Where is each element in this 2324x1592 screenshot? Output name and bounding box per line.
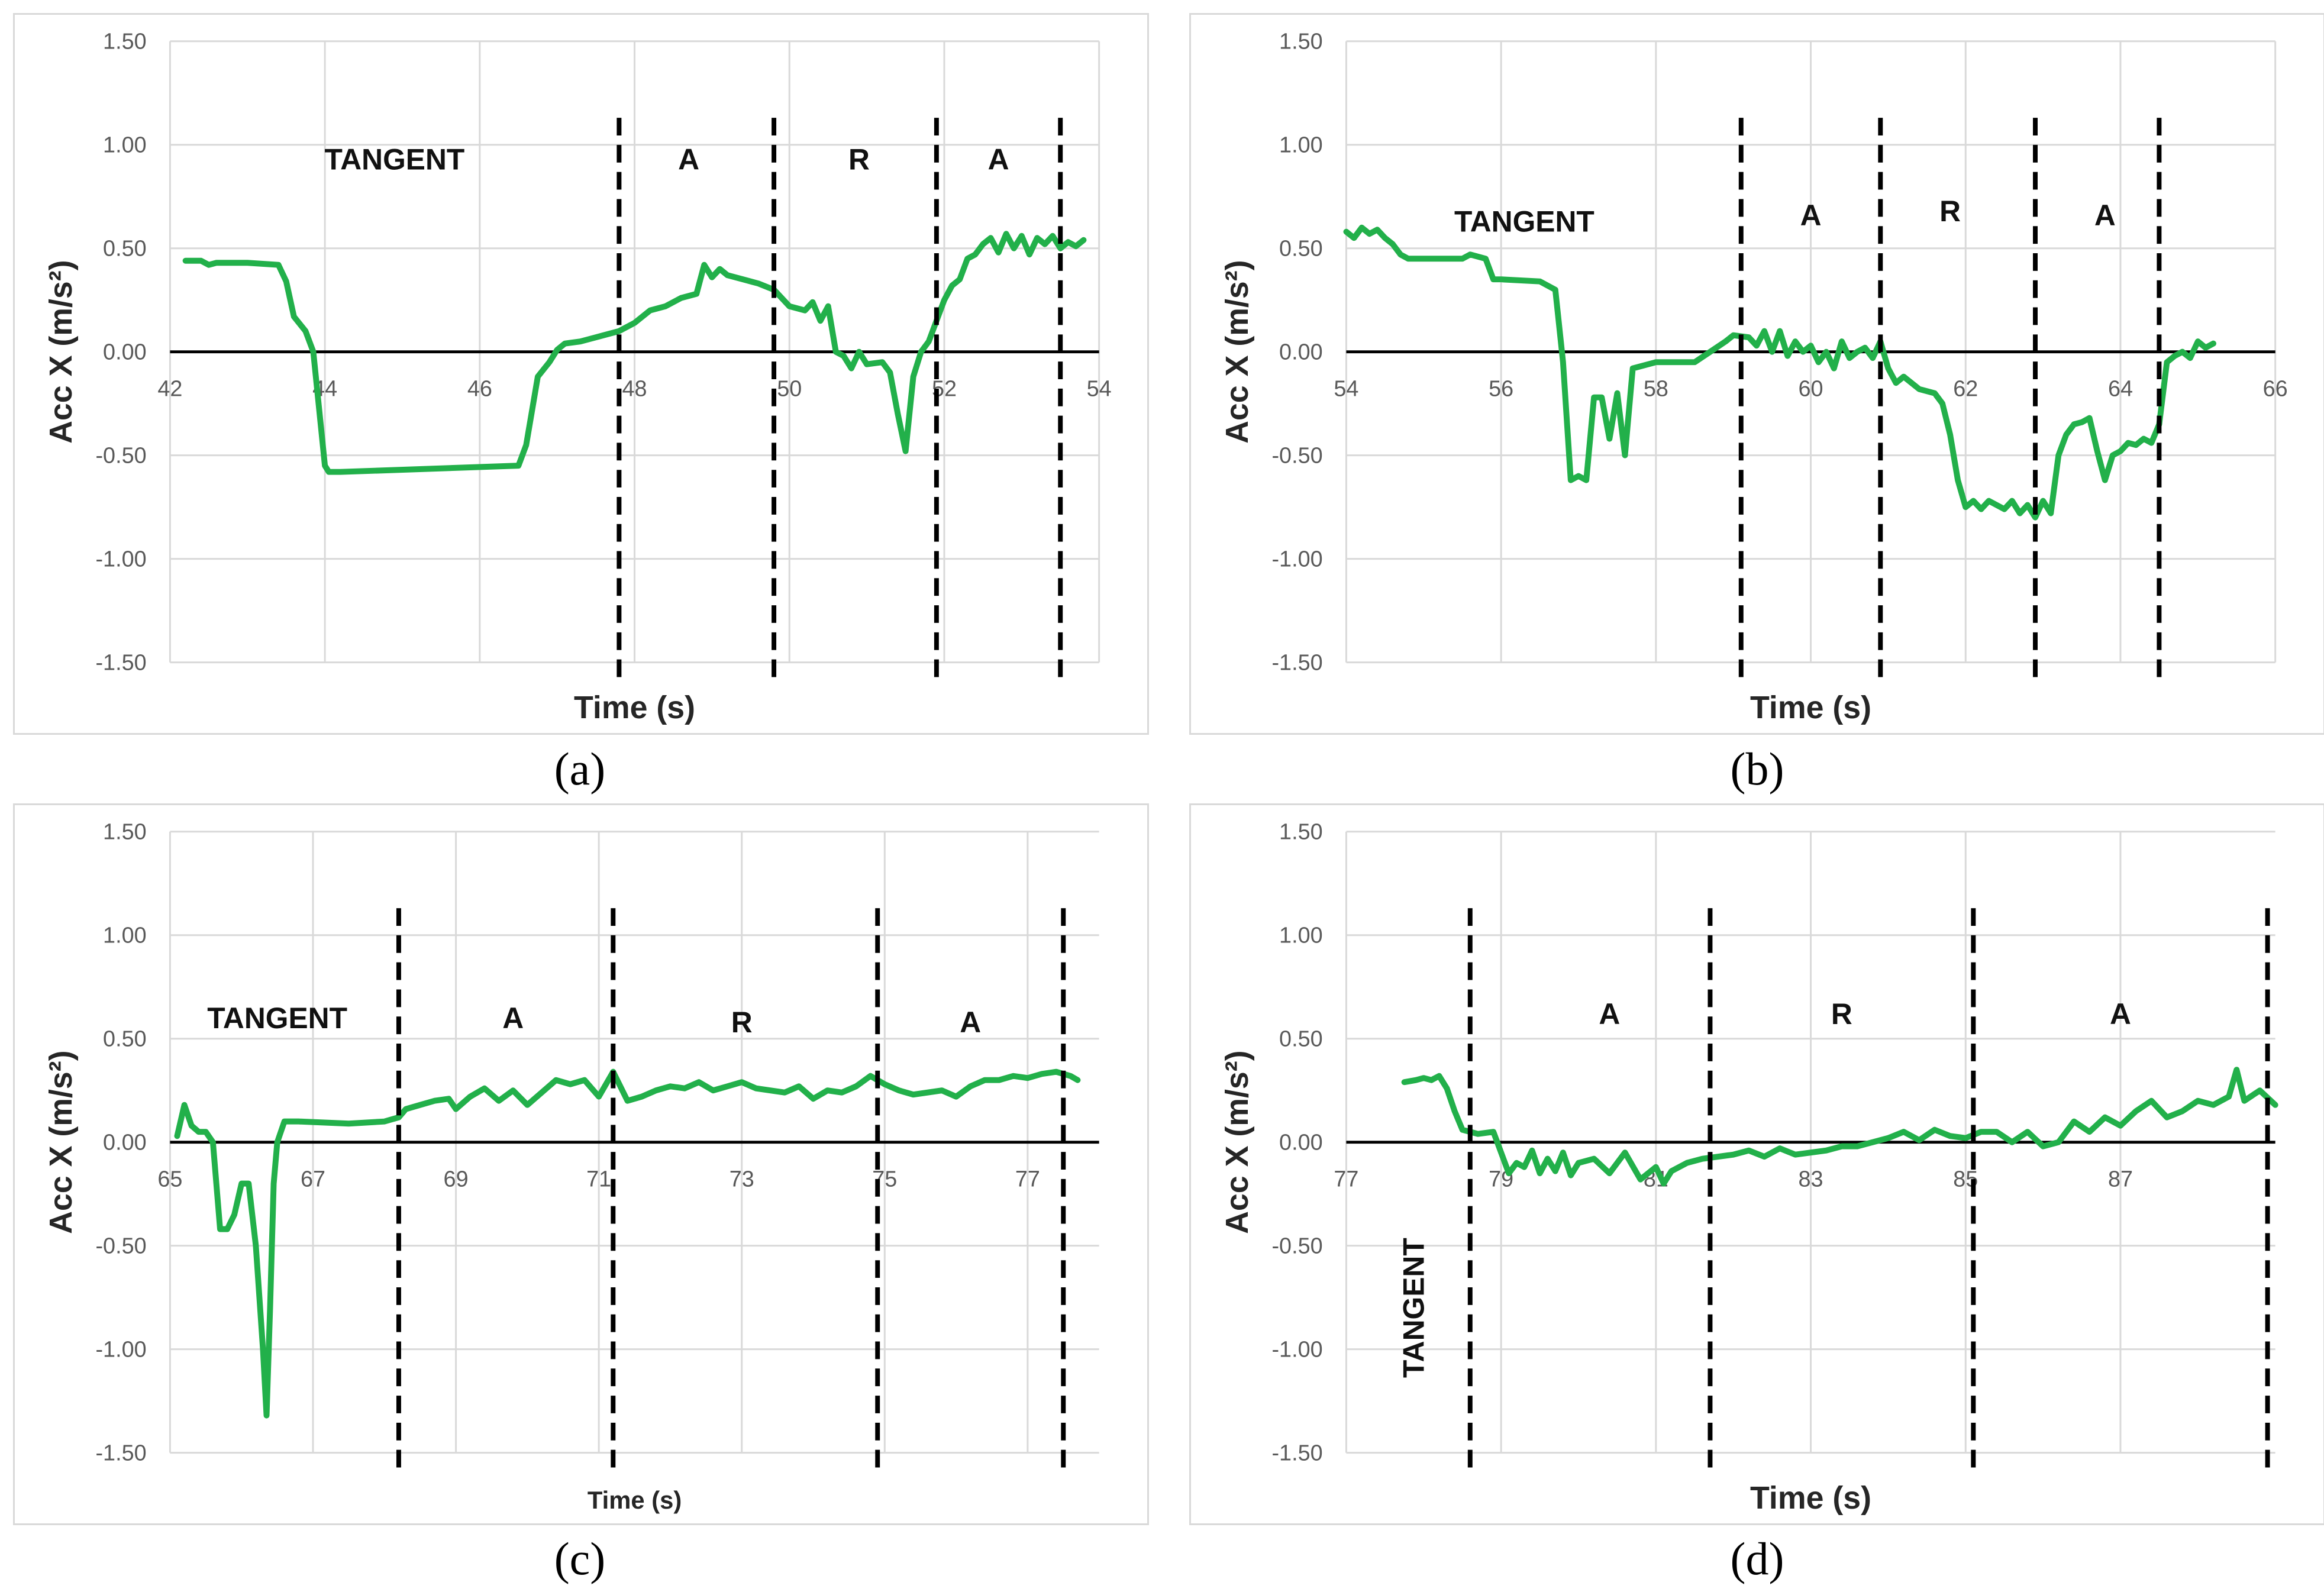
x-tick-label: 83 [1799,1167,1823,1191]
y-tick-label: 1.50 [1279,820,1323,845]
caption-a: (a) [554,743,606,795]
x-tick-label: 87 [2108,1167,2133,1191]
x-axis-title: Time (s) [1750,1480,1871,1516]
y-axis-title: Acc X (m/s²) [43,1050,79,1233]
y-tick-label: 0.50 [103,1027,147,1052]
region-label: R [1831,997,1852,1031]
y-tick-label: 1.00 [1279,923,1323,948]
y-tick-label: -1.50 [1271,651,1322,676]
y-tick-label: -1.00 [95,547,146,572]
y-tick-label: 0.00 [1279,340,1323,365]
y-tick-label: 0.00 [1279,1131,1323,1155]
chart-panel-d: -1.50 -1.00 -0.50 0.00 0.50 1.00 1.50 77 79 81 83 8… [1189,803,2324,1525]
y-tick-label: -0.50 [1271,1234,1322,1259]
series-line [174,1068,1081,1419]
x-tick-label: 77 [1334,1167,1358,1191]
region-label: A [678,143,699,176]
chart-panel-a: -1.50 -1.00 -0.50 0.00 0.50 1.00 1.50 42 44 46 48 5… [13,13,1149,735]
x-tick-label: 64 [2108,376,2133,401]
region-label: TANGENT [1454,205,1594,238]
y-tick-label: 1.00 [103,923,147,948]
y-tick-label: 0.50 [103,237,147,261]
x-tick-label: 77 [1015,1167,1040,1191]
chart-panel-b: -1.50 -1.00 -0.50 0.00 0.50 1.00 1.50 54 56 58 60 6… [1189,13,2324,735]
x-axis-title: Time (s) [588,1486,682,1514]
x-tick-label: 65 [157,1167,182,1191]
series-line [182,231,1087,475]
chart-b-svg: -1.50 -1.00 -0.50 0.00 0.50 1.00 1.50 54 56 58 60 6… [1219,30,2288,725]
region-label: R [848,143,870,176]
region-label: A [1800,199,1822,232]
x-tick-label: 48 [622,376,647,401]
region-label: TANGENT [325,143,465,176]
region-label: A [1599,997,1620,1031]
y-tick-label: 0.00 [103,1131,147,1155]
y-tick-label: -1.50 [95,1441,146,1466]
x-tick-label: 60 [1799,376,1823,401]
y-tick-label: -1.00 [95,1338,146,1362]
y-tick-label: 1.50 [103,820,147,845]
region-label: A [960,1006,981,1039]
caption-b: (b) [1730,743,1784,795]
y-tick-label: 0.50 [1279,1027,1323,1052]
x-tick-label: 69 [444,1167,469,1191]
y-tick-label: 0.50 [1279,237,1323,261]
y-axis-title: Acc X (m/s²) [1219,260,1255,443]
x-tick-label: 54 [1334,376,1358,401]
x-tick-label: 46 [467,376,492,401]
y-axis-title: Acc X (m/s²) [43,260,79,443]
y-tick-label: 1.00 [1279,133,1323,158]
region-label: A [2110,997,2131,1031]
region-label: R [731,1006,753,1039]
series-line [1343,224,2216,521]
x-axis-title: Time (s) [574,690,695,725]
region-label: R [1939,195,1961,228]
x-tick-label: 58 [1644,376,1668,401]
chart-c-svg: -1.50 -1.00 -0.50 0.00 0.50 1.00 1.50 65 67 69 71 7… [43,820,1099,1514]
caption-d: (d) [1730,1533,1784,1584]
x-tick-label: 54 [1087,376,1112,401]
x-tick-label: 62 [1953,376,1978,401]
region-label: A [2094,199,2116,232]
y-tick-label: -0.50 [95,1234,146,1259]
x-tick-label: 73 [730,1167,754,1191]
x-tick-label: 56 [1489,376,1513,401]
x-axis-title: Time (s) [1750,690,1871,725]
series-line [1401,1067,2278,1187]
x-tick-label: 42 [157,376,182,401]
region-label: TANGENT [1397,1238,1430,1378]
region-label: TANGENT [207,1002,347,1035]
y-tick-label: 0.00 [103,340,147,365]
y-axis-title: Acc X (m/s²) [1219,1050,1255,1233]
y-tick-label: -1.50 [1271,1441,1322,1466]
y-tick-label: -0.50 [95,444,146,469]
region-label: A [502,1002,524,1035]
region-label: A [988,143,1009,176]
x-tick-label: 71 [586,1167,611,1191]
y-tick-label: 1.00 [103,133,147,158]
x-tick-label: 50 [777,376,802,401]
x-tick-label: 66 [2263,376,2288,401]
y-tick-label: -1.50 [95,651,146,676]
y-tick-label: -1.00 [1271,547,1322,572]
y-tick-label: -1.00 [1271,1338,1322,1362]
x-tick-label: 67 [301,1167,325,1191]
y-tick-label: 1.50 [103,30,147,54]
y-tick-label: -0.50 [1271,444,1322,469]
chart-panel-c: -1.50 -1.00 -0.50 0.00 0.50 1.00 1.50 65 67 69 71 7… [13,803,1149,1525]
caption-c: (c) [554,1533,606,1584]
y-tick-label: 1.50 [1279,30,1323,54]
